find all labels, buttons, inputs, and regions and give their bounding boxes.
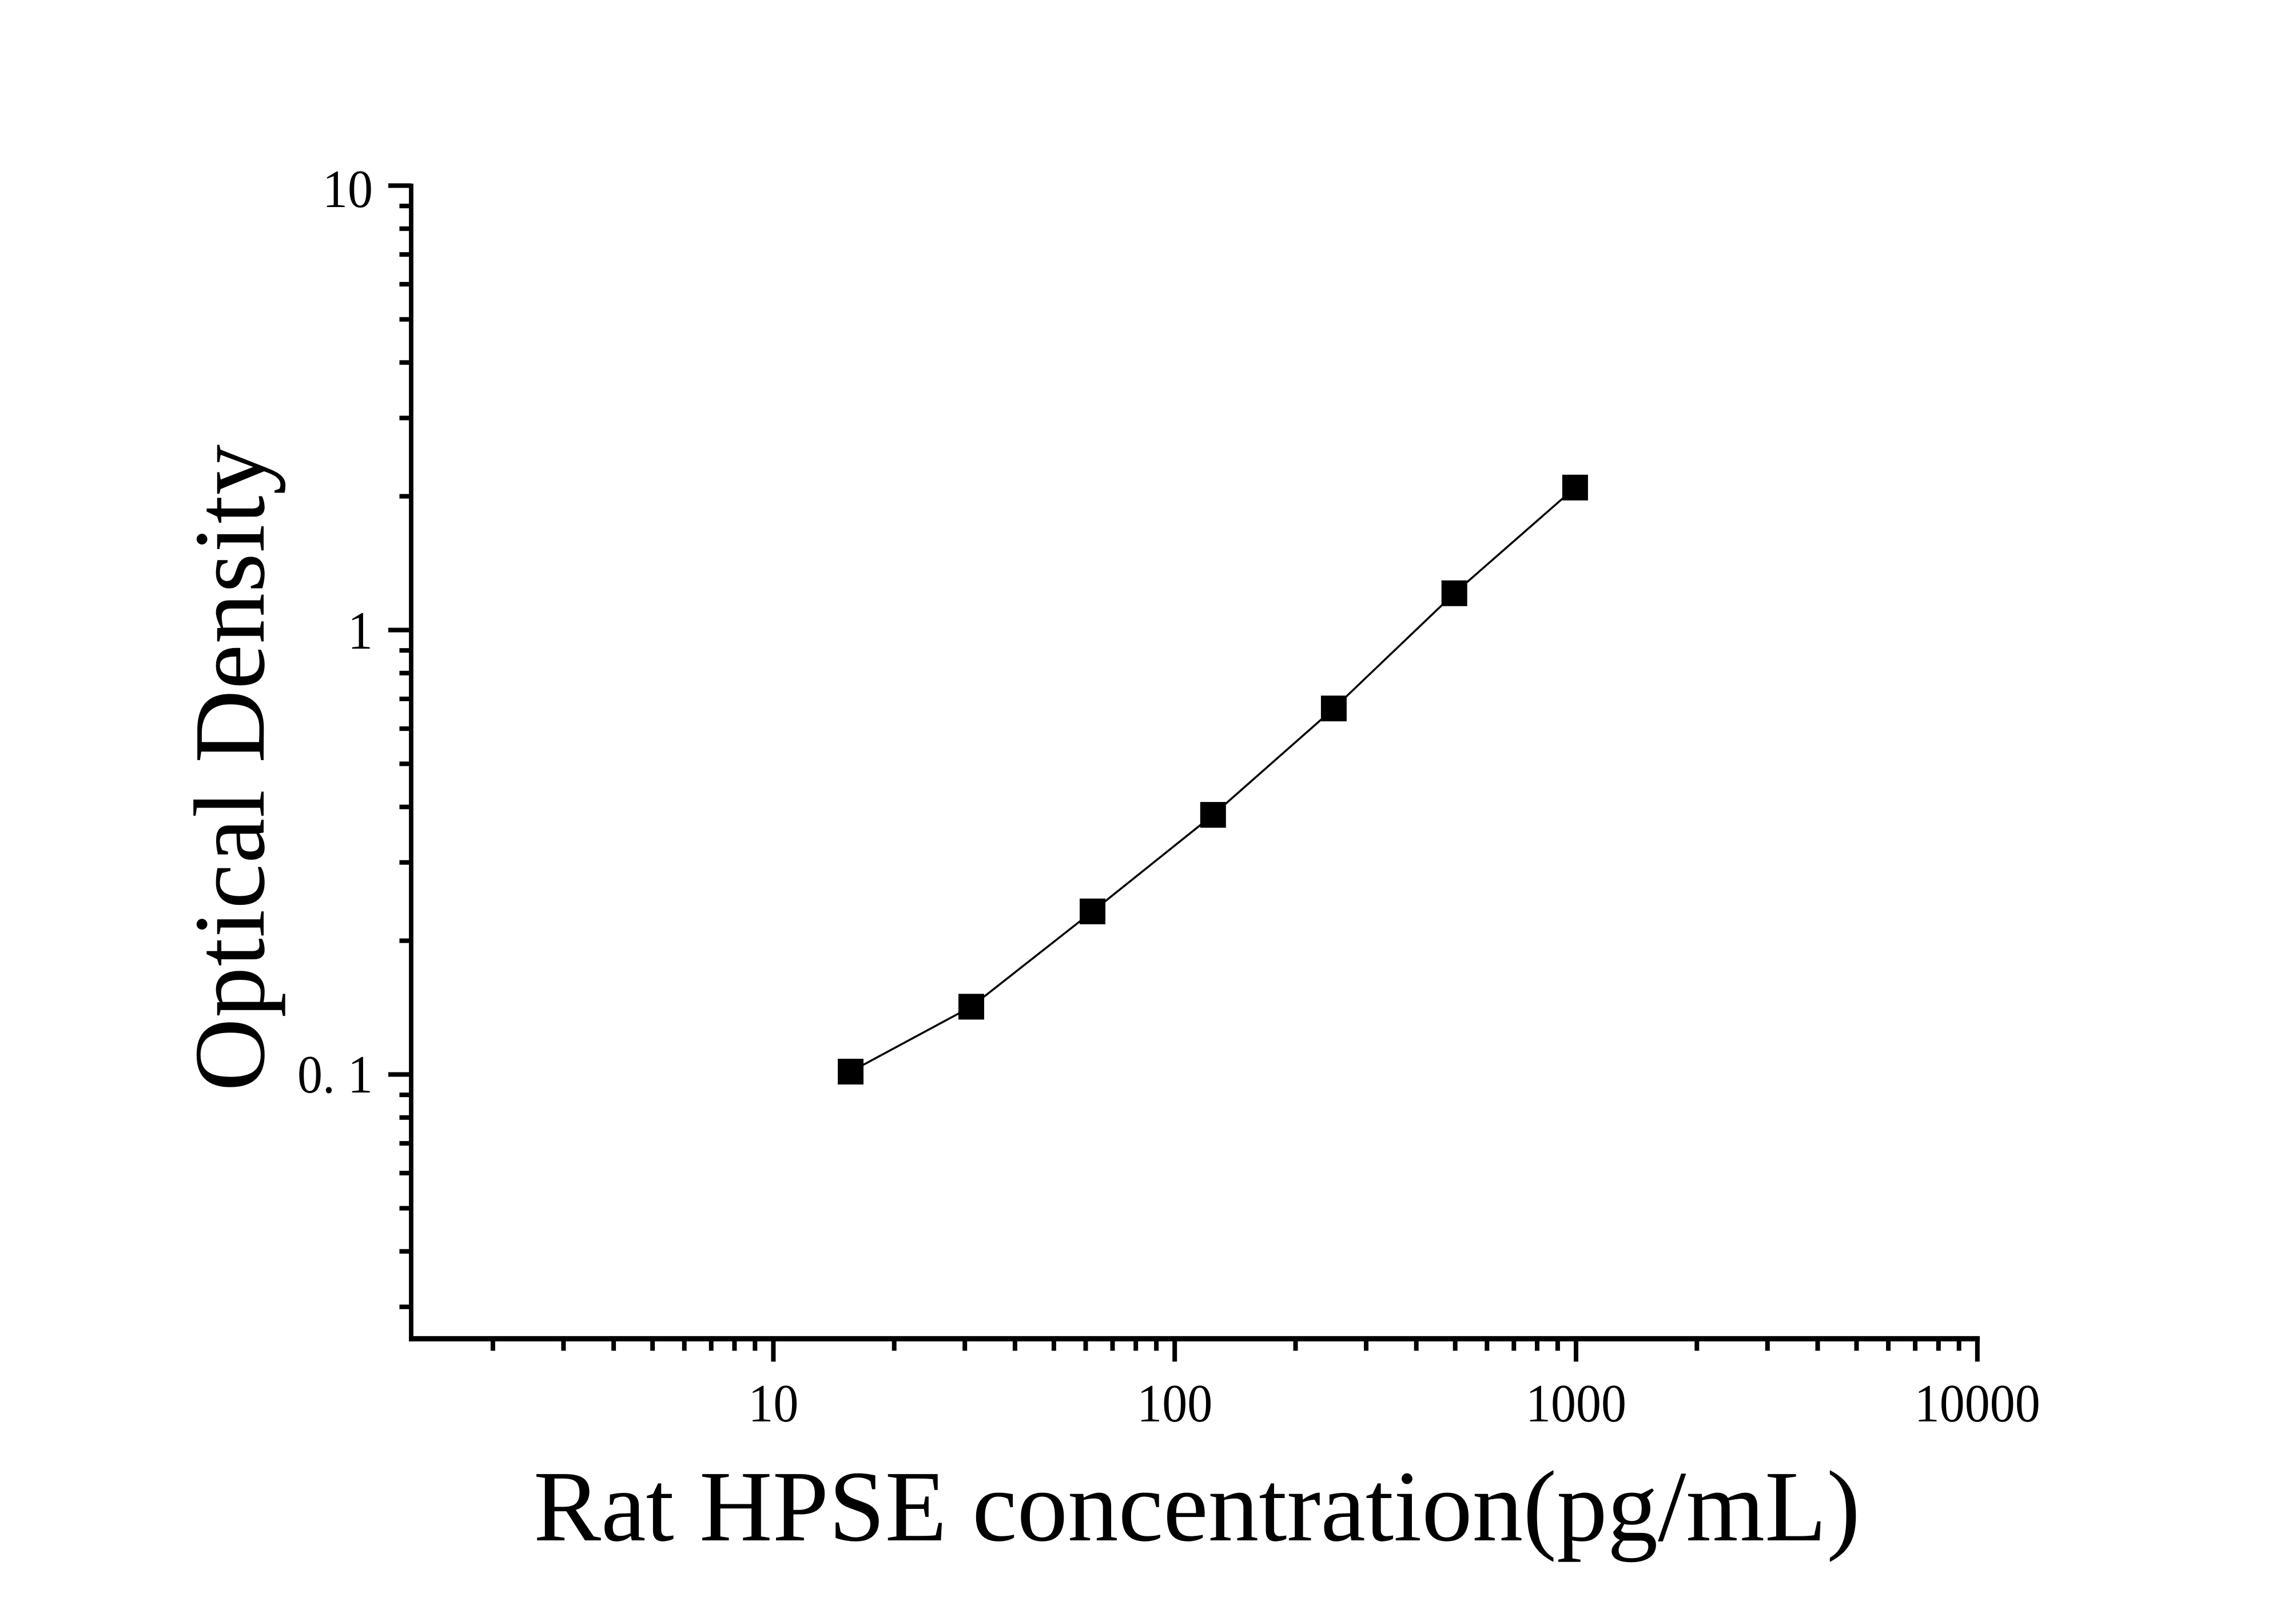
svg-text:10: 10 [748, 1374, 798, 1433]
svg-text:10000: 10000 [1915, 1374, 2040, 1433]
svg-text:0. 1: 0. 1 [297, 1045, 373, 1105]
svg-text:10: 10 [323, 160, 373, 219]
svg-text:100: 100 [1137, 1374, 1212, 1433]
svg-text:Optical Density: Optical Density [174, 444, 286, 1091]
svg-text:1: 1 [348, 601, 373, 661]
svg-text:1000: 1000 [1526, 1374, 1626, 1433]
svg-text:Rat HPSE concentration(pg/mL): Rat HPSE concentration(pg/mL) [534, 1451, 1860, 1563]
